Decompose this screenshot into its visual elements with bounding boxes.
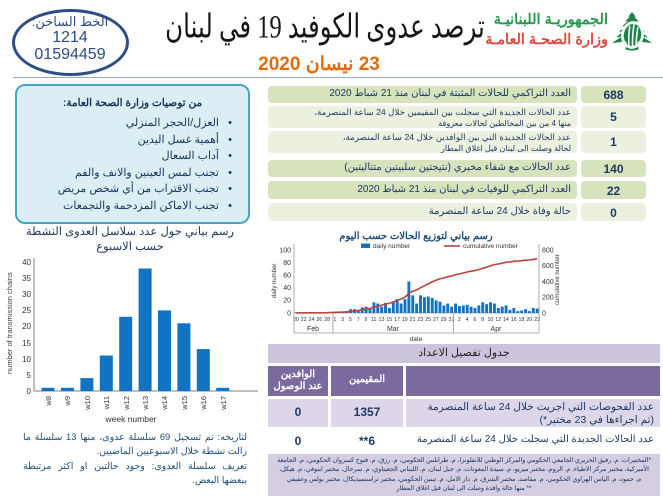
svg-text:17: 17	[394, 317, 400, 323]
svg-text:100: 100	[279, 247, 291, 254]
svg-text:10: 10	[22, 355, 31, 364]
svg-text:80: 80	[283, 260, 291, 267]
svg-text:15: 15	[386, 317, 392, 323]
svg-text:23: 23	[417, 317, 423, 323]
svg-text:25: 25	[22, 306, 31, 315]
svg-text:w8: w8	[44, 396, 53, 407]
svg-text:20: 20	[293, 317, 299, 323]
svg-text:date: date	[410, 336, 423, 343]
svg-text:21: 21	[410, 317, 416, 323]
svg-text:14: 14	[503, 317, 509, 323]
svg-text:60: 60	[283, 273, 291, 280]
svg-text:9: 9	[364, 317, 367, 323]
svg-text:daily number: daily number	[373, 243, 411, 250]
svg-text:20: 20	[22, 322, 31, 331]
svg-text:Mar: Mar	[387, 326, 400, 333]
svg-text:7: 7	[357, 317, 360, 323]
svg-text:w13: w13	[141, 396, 150, 411]
svg-text:27: 27	[433, 317, 439, 323]
svg-text:29: 29	[441, 317, 447, 323]
svg-text:20: 20	[283, 298, 291, 305]
svg-text:26: 26	[316, 317, 322, 323]
svg-text:cumulative number: cumulative number	[555, 254, 561, 305]
svg-text:cumulative number: cumulative number	[463, 243, 519, 250]
svg-text:800: 800	[542, 247, 554, 254]
svg-text:8: 8	[481, 317, 484, 323]
svg-text:w15: w15	[180, 396, 189, 411]
svg-text:4: 4	[466, 317, 469, 323]
svg-text:number of transmission chains: number of transmission chains	[5, 272, 14, 374]
svg-text:12: 12	[495, 317, 501, 323]
svg-text:5: 5	[27, 371, 32, 380]
svg-text:200: 200	[542, 295, 554, 302]
svg-text:40: 40	[283, 285, 291, 292]
svg-text:w12: w12	[122, 396, 131, 411]
svg-text:16: 16	[511, 317, 517, 323]
svg-text:w16: w16	[199, 396, 208, 411]
svg-text:0: 0	[542, 310, 546, 317]
svg-text:Feb: Feb	[307, 326, 319, 333]
svg-text:6: 6	[473, 317, 476, 323]
svg-text:31: 31	[449, 317, 455, 323]
svg-text:3: 3	[341, 317, 344, 323]
svg-text:40: 40	[22, 258, 31, 267]
svg-text:5: 5	[349, 317, 352, 323]
svg-text:30: 30	[22, 290, 31, 299]
svg-text:600: 600	[542, 263, 554, 270]
svg-text:0: 0	[287, 310, 291, 317]
svg-text:daily number: daily number	[272, 264, 278, 298]
svg-text:22: 22	[534, 317, 540, 323]
svg-text:week number: week number	[104, 414, 156, 424]
svg-text:22: 22	[301, 317, 307, 323]
svg-text:w17: w17	[219, 396, 228, 411]
svg-text:20: 20	[526, 317, 532, 323]
svg-text:35: 35	[22, 274, 31, 283]
svg-text:w11: w11	[102, 396, 111, 410]
svg-text:28: 28	[324, 317, 330, 323]
svg-text:w9: w9	[63, 396, 72, 407]
svg-text:0: 0	[27, 387, 32, 396]
svg-text:13: 13	[379, 317, 385, 323]
svg-text:24: 24	[309, 317, 315, 323]
svg-text:2: 2	[458, 317, 461, 323]
svg-text:11: 11	[371, 317, 377, 323]
svg-text:w14: w14	[160, 396, 169, 411]
svg-text:18: 18	[519, 317, 525, 323]
svg-text:1: 1	[333, 317, 336, 323]
svg-text:15: 15	[22, 339, 31, 348]
svg-text:10: 10	[487, 317, 493, 323]
svg-text:19: 19	[402, 317, 408, 323]
svg-text:Apr: Apr	[491, 326, 503, 333]
svg-text:25: 25	[425, 317, 431, 323]
svg-text:400: 400	[542, 279, 554, 286]
svg-text:w10: w10	[83, 396, 92, 411]
